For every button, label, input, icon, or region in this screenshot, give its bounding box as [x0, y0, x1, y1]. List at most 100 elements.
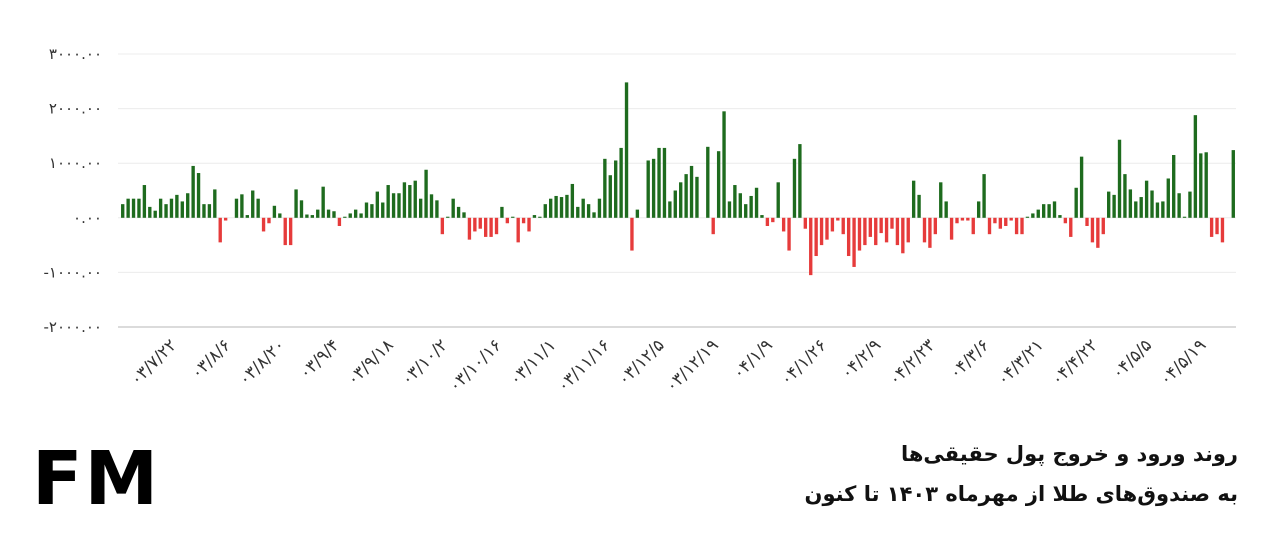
bar	[960, 217, 965, 221]
bar	[456, 206, 461, 218]
x-tick-label: ۰۳/۱۰/۱۶	[445, 335, 506, 396]
bar	[234, 198, 239, 218]
bar	[955, 217, 959, 224]
bar	[1155, 202, 1160, 218]
x-tick-label: ۰۳/۸/۶	[187, 335, 235, 383]
x-tick-label: ۰۳/۱۱/۱	[506, 335, 561, 390]
caption-line-2: به صندوق‌های طلا از مهرماه ۱۴۰۳ تا کنون	[804, 482, 1238, 506]
bar	[852, 217, 856, 267]
bar	[288, 217, 293, 246]
bar	[1199, 153, 1203, 218]
bar	[494, 217, 499, 235]
bar	[1182, 216, 1187, 218]
bar	[321, 186, 325, 218]
bar	[857, 217, 862, 251]
bar	[261, 217, 266, 232]
bar	[901, 217, 905, 254]
x-tick-label: ۰۳/۱۲/۵	[614, 335, 669, 390]
bar	[1161, 201, 1165, 218]
bar	[375, 191, 380, 218]
bar	[467, 217, 472, 240]
bar	[884, 217, 889, 243]
x-tick-label: ۰۴/۵/۱۹	[1156, 335, 1211, 390]
bar	[1112, 194, 1116, 218]
x-tick-label: ۰۳/۱۰/۲	[397, 335, 452, 390]
bar	[1139, 197, 1143, 218]
bar	[1215, 217, 1219, 235]
bar	[153, 210, 157, 218]
bar	[521, 217, 526, 224]
bar	[294, 189, 298, 218]
x-tick-label: ۰۴/۳/۶	[946, 335, 994, 383]
bar	[657, 147, 661, 218]
bar	[451, 198, 455, 218]
bar	[809, 217, 813, 276]
bar	[1166, 178, 1170, 218]
bar	[478, 217, 482, 229]
bar	[538, 216, 542, 218]
bar	[933, 217, 938, 235]
bar	[1128, 189, 1133, 218]
bar	[175, 194, 179, 218]
bar	[614, 160, 618, 218]
x-tick-label: ۰۳/۷/۲۲	[126, 335, 181, 390]
bar	[462, 212, 466, 218]
bar	[825, 217, 829, 240]
bar	[148, 206, 152, 218]
bar	[1031, 213, 1035, 218]
bar	[381, 202, 385, 218]
bar	[798, 144, 802, 218]
x-tick-label: ۰۴/۲/۲۳	[885, 335, 940, 390]
bar	[570, 183, 575, 218]
bar	[169, 198, 174, 218]
bar	[543, 204, 547, 218]
y-tick-label: -۱۰۰۰.۰۰	[43, 263, 102, 281]
bar	[137, 198, 141, 218]
bar	[554, 195, 558, 218]
bar	[218, 217, 222, 243]
bar	[819, 217, 824, 246]
bar	[662, 147, 667, 218]
bar	[256, 198, 260, 218]
bar	[922, 217, 927, 243]
bar	[316, 209, 320, 218]
bar	[727, 201, 732, 218]
bar	[586, 204, 591, 218]
bar	[223, 217, 228, 221]
bar	[689, 165, 694, 218]
bar	[489, 217, 493, 237]
bar	[651, 158, 656, 218]
bar	[359, 213, 363, 218]
bar	[776, 182, 780, 218]
bar	[505, 217, 510, 224]
bar	[673, 190, 677, 218]
bar	[668, 201, 672, 218]
bar	[1231, 150, 1235, 218]
chart-caption: روند ورود و خروج پول حقیقی‌ها به صندوق‌ه…	[805, 434, 1238, 514]
x-tick-label: ۰۴/۱/۲۶	[777, 335, 832, 390]
bar	[158, 198, 163, 218]
bar	[484, 217, 488, 237]
bar	[597, 198, 602, 218]
caption-line-1: روند ورود و خروج پول حقیقی‌ها	[900, 442, 1238, 466]
x-tick-label: ۰۳/۱۲/۱۹	[662, 335, 723, 396]
bar	[982, 174, 986, 218]
bar	[716, 151, 721, 218]
y-tick-label: ۱۰۰۰.۰۰	[49, 154, 102, 172]
bar	[841, 217, 845, 235]
bar	[695, 176, 699, 218]
bar	[348, 213, 352, 218]
bar	[343, 216, 347, 218]
bar	[180, 201, 184, 218]
bar	[126, 198, 130, 218]
bar	[413, 180, 417, 218]
x-tick-label: ۰۳/۹/۴	[295, 335, 343, 383]
bar	[1117, 139, 1122, 218]
bar	[868, 217, 872, 237]
bar	[435, 200, 439, 218]
x-axis-tick-labels: ۰۳/۷/۲۲ ۰۳/۸/۶ ۰۳/۸/۲۰ ۰۳/۹/۴ ۰۳/۹/۱۸ ۰۳/۱۰/۲…	[126, 335, 1210, 396]
bar	[1209, 217, 1214, 237]
bar	[1172, 155, 1176, 218]
bar	[202, 204, 206, 218]
bar	[895, 217, 900, 246]
